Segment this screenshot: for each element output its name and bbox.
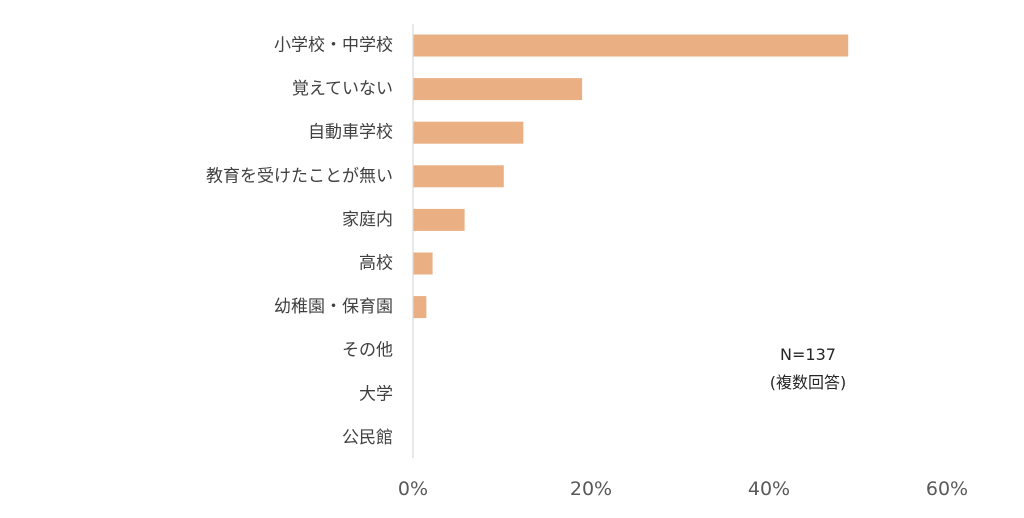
x-tick-label: 40% xyxy=(748,478,790,500)
bar xyxy=(413,165,504,188)
category-label: 小学校・中学校 xyxy=(274,36,393,56)
x-tick-label: 20% xyxy=(570,478,612,500)
category-label: 覚えていない xyxy=(292,79,393,99)
multiple-answer-note: (複数回答) xyxy=(770,373,847,392)
category-label: 高校 xyxy=(359,254,393,274)
x-tick-label: 60% xyxy=(926,478,968,500)
x-tick-label: 0% xyxy=(398,478,428,500)
category-labels: 小学校・中学校覚えていない自動車学校教育を受けたことが無い家庭内高校幼稚園・保育… xyxy=(206,36,393,448)
bar xyxy=(413,78,583,101)
category-label: 大学 xyxy=(359,384,393,404)
x-tick-labels: 0% 20% 40% 60% xyxy=(398,478,968,500)
category-label: その他 xyxy=(342,341,393,361)
bar xyxy=(413,252,433,275)
category-label: 自動車学校 xyxy=(308,123,393,143)
sample-size-annotation: N=137 xyxy=(780,345,836,364)
bar xyxy=(413,296,427,319)
category-label: 幼稚園・保育園 xyxy=(274,297,393,317)
bar xyxy=(413,34,849,57)
category-label: 公民館 xyxy=(342,428,393,448)
category-label: 教育を受けたことが無い xyxy=(206,166,393,186)
bar xyxy=(413,121,524,144)
bars-group xyxy=(413,34,849,319)
bar xyxy=(413,208,465,231)
category-label: 家庭内 xyxy=(342,210,393,230)
